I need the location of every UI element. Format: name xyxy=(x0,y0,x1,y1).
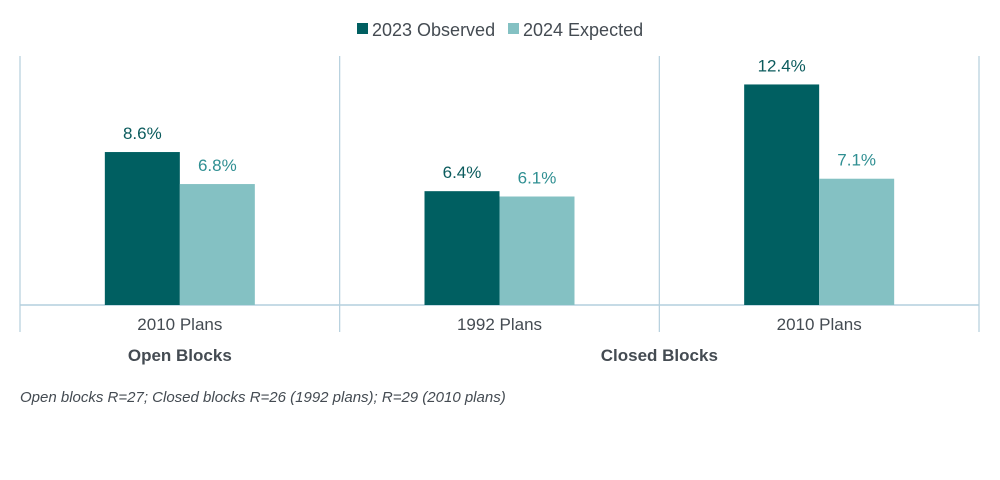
category-label: 1992 Plans xyxy=(457,315,542,334)
group-label: Closed Blocks xyxy=(601,346,718,365)
data-label: 12.4% xyxy=(758,56,806,75)
legend: 2023 Observed 2024 Expected xyxy=(357,20,643,40)
data-label: 6.8% xyxy=(198,156,237,175)
legend-swatch xyxy=(357,23,368,34)
legend-label: 2024 Expected xyxy=(523,20,643,40)
legend-label: 2023 Observed xyxy=(372,20,495,40)
bar-2023-observed xyxy=(424,191,500,305)
data-label: 6.4% xyxy=(443,163,482,182)
category-ticks: 2010 Plans 1992 Plans 2010 Plans xyxy=(137,315,861,334)
bar-2023-observed xyxy=(744,84,820,305)
data-label: 8.6% xyxy=(123,124,162,143)
data-label: 6.1% xyxy=(518,169,557,188)
bars xyxy=(104,84,895,305)
bar-2024-expected xyxy=(499,196,575,305)
bar-2024-expected xyxy=(819,178,895,305)
bar-2023-observed xyxy=(104,152,180,305)
footnote: Open blocks R=27; Closed blocks R=26 (19… xyxy=(20,389,506,406)
data-labels: 8.6% 6.8% 6.4% 6.1% 12.4% 7.1% xyxy=(123,56,876,187)
group-labels: Open Blocks Closed Blocks xyxy=(128,346,718,365)
category-label: 2010 Plans xyxy=(777,315,862,334)
data-label: 7.1% xyxy=(837,151,876,170)
category-label: 2010 Plans xyxy=(137,315,222,334)
bar-2024-expected xyxy=(179,184,255,305)
group-label: Open Blocks xyxy=(128,346,232,365)
legend-swatch xyxy=(508,23,519,34)
